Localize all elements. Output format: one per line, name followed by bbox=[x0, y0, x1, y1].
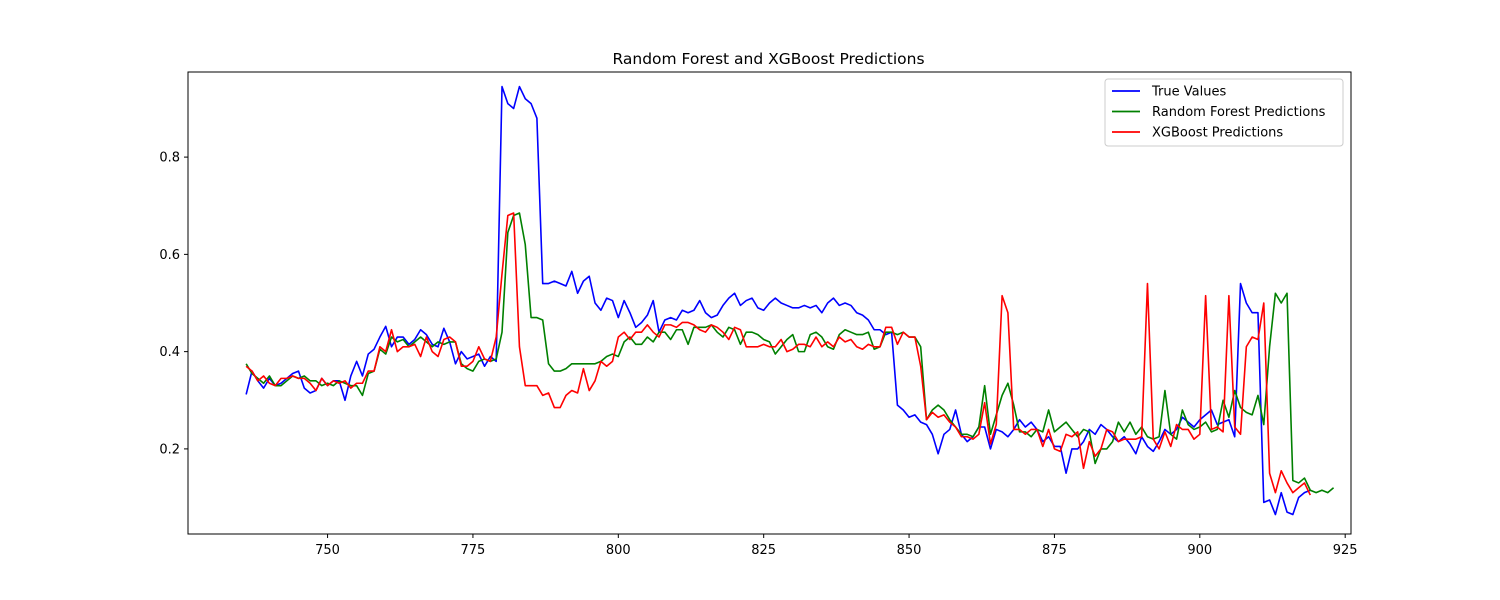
x-tick-label: 900 bbox=[1187, 543, 1212, 558]
legend-box bbox=[1104, 78, 1344, 147]
x-tick-label: 750 bbox=[315, 543, 340, 558]
y-axis: 0.2 0.4 0.6 0.8 bbox=[159, 151, 188, 457]
x-tick-label: 800 bbox=[606, 543, 631, 558]
legend: True Values Random Forest Predictions XGBo… bbox=[1104, 78, 1344, 147]
chart-title: Random Forest and XGBoost Predictions bbox=[612, 50, 924, 68]
series-lines bbox=[245, 85, 1335, 516]
plot-frame bbox=[187, 71, 1352, 535]
legend-label-2: XGBoost Predictions bbox=[1152, 126, 1283, 141]
y-tick-label: 0.8 bbox=[159, 151, 180, 166]
legend-label-1: Random Forest Predictions bbox=[1152, 105, 1326, 120]
x-tick-label: 875 bbox=[1042, 543, 1067, 558]
x-tick-label: 775 bbox=[461, 543, 486, 558]
x-axis: 750 775 800 825 850 875 900 925 bbox=[315, 534, 1358, 558]
y-tick-label: 0.2 bbox=[159, 442, 180, 457]
y-tick-label: 0.6 bbox=[159, 248, 180, 263]
x-tick-label: 825 bbox=[751, 543, 776, 558]
x-tick-label: 850 bbox=[897, 543, 922, 558]
x-tick-label: 925 bbox=[1333, 543, 1358, 558]
series-line-1 bbox=[245, 212, 1335, 494]
series-line-2 bbox=[245, 212, 1312, 496]
y-tick-label: 0.4 bbox=[159, 345, 180, 360]
series-line-0 bbox=[245, 85, 1311, 516]
legend-label-0: True Values bbox=[1151, 85, 1226, 100]
